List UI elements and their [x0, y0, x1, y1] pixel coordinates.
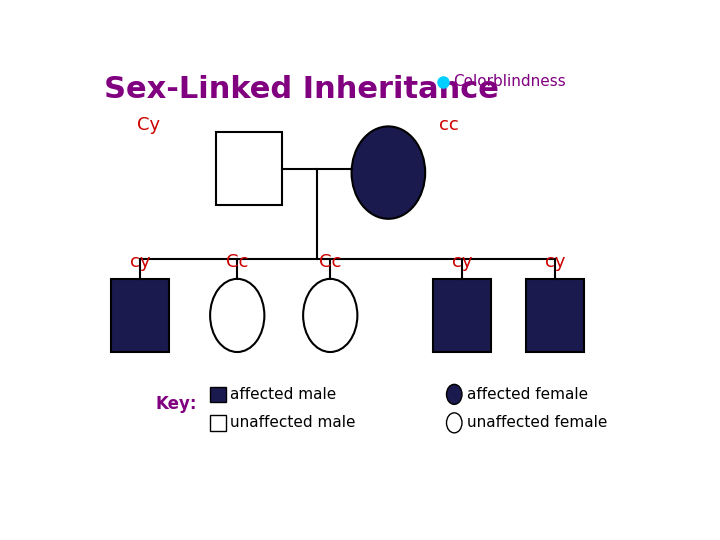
Bar [210, 415, 225, 430]
Bar [210, 387, 225, 402]
Text: cy: cy [451, 253, 472, 271]
Text: unaffected male: unaffected male [230, 415, 356, 430]
Bar [112, 279, 169, 352]
Ellipse shape [210, 279, 264, 352]
Text: affected female: affected female [467, 387, 588, 402]
Text: Cy: Cy [137, 116, 160, 134]
Ellipse shape [303, 279, 357, 352]
Ellipse shape [446, 413, 462, 433]
Text: cc: cc [438, 116, 459, 134]
Bar [526, 279, 584, 352]
Text: cy: cy [545, 253, 565, 271]
Text: Sex-Linked Inheritance: Sex-Linked Inheritance [104, 75, 499, 104]
Text: Cc: Cc [226, 253, 248, 271]
Ellipse shape [351, 126, 426, 219]
Ellipse shape [446, 384, 462, 404]
Text: affected male: affected male [230, 387, 336, 402]
Bar [433, 279, 491, 352]
Text: Cc: Cc [319, 253, 341, 271]
Text: Key:: Key: [156, 395, 197, 413]
Bar [216, 132, 282, 205]
Text: Colorblindness: Colorblindness [453, 74, 565, 89]
Text: cy: cy [130, 253, 150, 271]
Text: unaffected female: unaffected female [467, 415, 607, 430]
